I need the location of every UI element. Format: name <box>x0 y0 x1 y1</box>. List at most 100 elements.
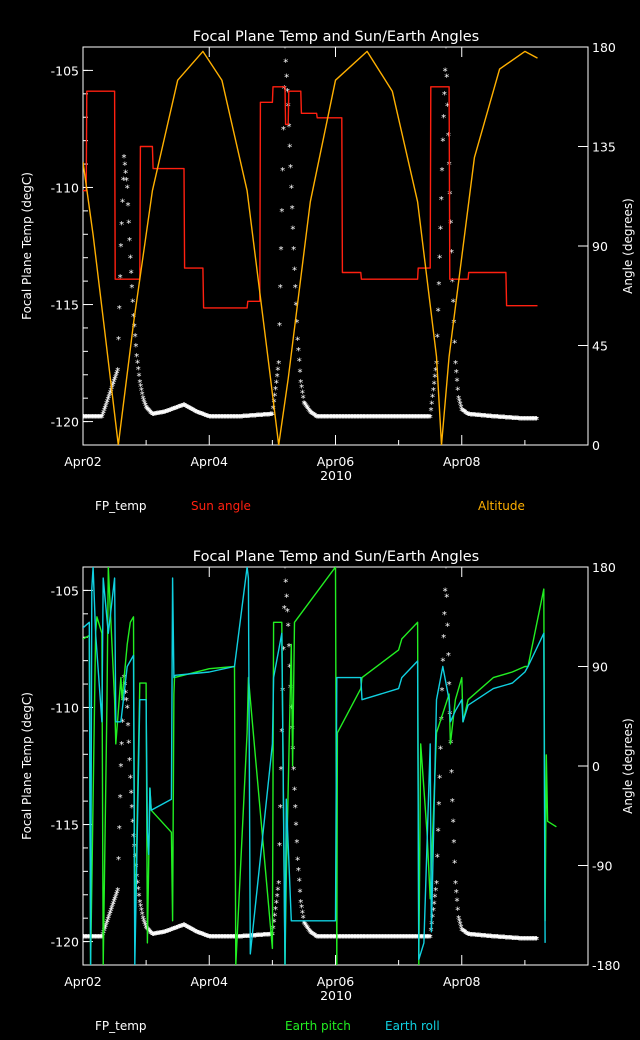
fp-temp-point: * <box>368 413 373 424</box>
fp-temp-point: * <box>319 413 324 424</box>
fp-temp-point: * <box>287 143 292 154</box>
fp-temp-point: * <box>304 402 309 413</box>
fp-temp-point: * <box>158 409 163 420</box>
fp-temp-point: * <box>313 932 318 943</box>
fp-temp-point: * <box>392 413 397 424</box>
fp-temp-point: * <box>108 388 113 399</box>
fp-temp-point: * <box>243 933 248 944</box>
fp-temp-point: * <box>296 346 301 357</box>
fp-temp-point: * <box>232 413 237 424</box>
fp-temp-point: * <box>368 933 373 944</box>
fp-temp-point: * <box>485 932 490 943</box>
fp-temp-point: * <box>245 932 250 943</box>
fp-temp-point: * <box>273 385 278 396</box>
fp-temp-point: * <box>412 933 417 944</box>
fp-temp-point: * <box>375 933 380 944</box>
fp-temp-point: * <box>129 283 134 294</box>
fp-temp-point: * <box>309 409 314 420</box>
fp-temp-point: * <box>246 412 251 423</box>
fp-temp-point: * <box>321 413 326 424</box>
fp-temp-point: * <box>336 933 341 944</box>
fp-temp-point: * <box>375 413 380 424</box>
fp-temp-point: * <box>359 933 364 944</box>
fp-temp-point: * <box>356 413 361 424</box>
fp-temp-point: * <box>422 413 427 424</box>
fp-temp-point: * <box>425 413 430 424</box>
fp-temp-point: * <box>510 934 515 945</box>
fp-temp-point: * <box>133 342 138 353</box>
fp-temp-point: * <box>110 382 115 393</box>
fp-temp-point: * <box>516 935 521 946</box>
fp-temp-point: * <box>504 414 509 425</box>
fp-temp-point: * <box>121 175 126 186</box>
fp-temp-point: * <box>177 403 182 414</box>
fp-temp-point: * <box>348 933 353 944</box>
fp-temp-point: * <box>186 404 191 415</box>
fp-temp-point: * <box>388 933 393 944</box>
fp-temp-point: * <box>147 927 152 938</box>
fp-temp-point: * <box>455 897 460 908</box>
fp-temp-point: * <box>344 413 349 424</box>
fp-temp-point: * <box>469 411 474 422</box>
fp-temp-point: * <box>215 413 220 424</box>
fp-temp-point: * <box>519 415 524 426</box>
fp-temp-point: * <box>97 933 102 944</box>
fp-temp-point: * <box>218 933 223 944</box>
fp-temp-point: * <box>81 413 86 424</box>
fp-temp-point: * <box>466 931 471 942</box>
fp-temp-point: * <box>164 928 169 939</box>
fp-temp-point: * <box>512 934 517 945</box>
fp-temp-point: * <box>413 933 418 944</box>
fp-temp-point: * <box>105 915 110 926</box>
fp-temp-point: * <box>419 933 424 944</box>
fp-temp-point: * <box>472 931 477 942</box>
fp-temp-point: * <box>457 917 462 928</box>
fp-temp-point: * <box>347 413 352 424</box>
fp-temp-point: * <box>141 917 146 928</box>
fp-temp-point: * <box>456 914 461 925</box>
fp-temp-point: * <box>462 408 467 419</box>
fp-temp-point: * <box>278 283 283 294</box>
fp-temp-point: * <box>152 930 157 941</box>
fp-temp-point: * <box>531 935 536 946</box>
fp-temp-point: * <box>314 413 319 424</box>
fp-temp-point: * <box>507 934 512 945</box>
fp-temp-point: * <box>307 927 312 938</box>
fp-temp-point: * <box>366 413 371 424</box>
fp-temp-point: * <box>239 413 244 424</box>
fp-temp-point: * <box>340 933 345 944</box>
fp-temp-point: * <box>440 137 445 148</box>
fp-temp-point: * <box>114 891 119 902</box>
fp-temp-point: * <box>481 932 486 943</box>
fp-temp-point: * <box>512 414 517 425</box>
fp-temp-point: * <box>87 413 92 424</box>
fp-temp-point: * <box>301 399 306 410</box>
fp-temp-point: * <box>160 409 165 420</box>
fp-temp-point: * <box>463 929 468 940</box>
fp-temp-point: * <box>260 931 265 942</box>
fp-temp-point: * <box>476 931 481 942</box>
fp-temp-point: * <box>193 927 198 938</box>
fp-temp-point: * <box>419 413 424 424</box>
fp-temp-point: * <box>205 932 210 943</box>
fp-temp-point: * <box>240 933 245 944</box>
fp-temp-point: * <box>236 413 241 424</box>
fp-temp-point: * <box>162 408 167 419</box>
fp-temp-point: * <box>441 633 446 644</box>
fp-temp-point: * <box>354 413 359 424</box>
fp-temp-point: * <box>362 413 367 424</box>
fp-temp-point: * <box>92 413 97 424</box>
fp-temp-point: * <box>404 413 409 424</box>
y-axis-label-right: Angle (degrees) <box>621 718 635 814</box>
fp-temp-point: * <box>155 930 160 941</box>
fp-temp-point: * <box>199 930 204 941</box>
fp-temp-point: * <box>443 563 448 574</box>
fp-temp-point: * <box>182 921 187 932</box>
fp-temp-point: * <box>395 413 400 424</box>
fp-temp-point: * <box>359 413 364 424</box>
fp-temp-point: * <box>505 414 510 425</box>
fp-temp-point: * <box>165 407 170 418</box>
fp-temp-point: * <box>515 935 520 946</box>
fp-temp-point: * <box>352 413 357 424</box>
fp-temp-point: * <box>143 921 148 932</box>
